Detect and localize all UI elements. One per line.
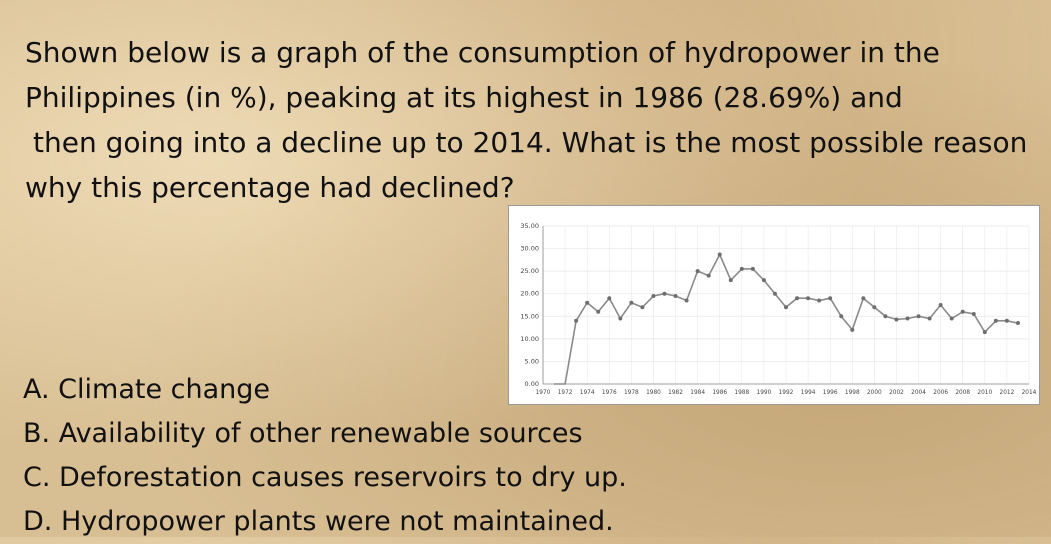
- x-tick-label: 1996: [823, 390, 838, 396]
- x-tick-label: 1998: [845, 390, 860, 396]
- data-point: [960, 309, 965, 314]
- x-tick-label: 2010: [977, 390, 992, 396]
- data-point: [894, 317, 899, 322]
- data-point: [640, 305, 645, 310]
- data-point: [1004, 318, 1009, 323]
- x-tick-label: 1970: [536, 390, 551, 396]
- y-tick-label: 20.00: [520, 290, 539, 298]
- question-line: Philippines (in %), peaking at its highe…: [25, 81, 903, 114]
- question-line: Shown below is a graph of the consumptio…: [25, 36, 940, 69]
- data-point: [993, 318, 998, 323]
- x-tick-label: 1972: [558, 390, 573, 396]
- data-point: [772, 291, 777, 296]
- x-tick-label: 1974: [580, 390, 595, 396]
- data-point: [607, 296, 612, 301]
- data-point: [927, 316, 932, 321]
- data-point: [982, 330, 987, 335]
- data-point: [850, 327, 855, 332]
- x-tick-label: 1992: [779, 390, 794, 396]
- data-point: [817, 298, 822, 303]
- data-point: [585, 300, 590, 305]
- x-tick-label: 1986: [712, 390, 727, 396]
- x-tick-label: 2014: [1022, 390, 1037, 396]
- data-point: [795, 296, 800, 301]
- y-tick-label: 30.00: [520, 245, 539, 253]
- data-point: [861, 296, 866, 301]
- data-point: [618, 316, 623, 321]
- x-tick-label: 1990: [757, 390, 772, 396]
- x-tick-label: 1980: [646, 390, 661, 396]
- data-point: [916, 314, 921, 319]
- x-tick-label: 2002: [889, 390, 904, 396]
- x-tick-label: 1994: [801, 390, 816, 396]
- x-tick-label: 2012: [1000, 390, 1015, 396]
- data-point: [883, 314, 888, 319]
- option-b[interactable]: B. Availability of other renewable sourc…: [23, 418, 583, 449]
- data-point: [905, 316, 910, 321]
- y-tick-label: 15.00: [520, 312, 539, 320]
- data-point: [717, 252, 722, 257]
- option-d[interactable]: D. Hydropower plants were not maintained…: [23, 506, 614, 537]
- data-point: [673, 293, 678, 298]
- data-point: [872, 305, 877, 310]
- question-text: Shown below is a graph of the consumptio…: [25, 30, 1035, 210]
- question-line: why this percentage had declined?: [25, 171, 515, 204]
- x-tick-label: 2004: [911, 390, 926, 396]
- x-tick-label: 2000: [867, 390, 882, 396]
- x-tick-label: 1982: [668, 390, 683, 396]
- x-tick-label: 1988: [734, 390, 749, 396]
- data-point: [750, 266, 755, 271]
- x-tick-label: 1978: [624, 390, 639, 396]
- data-point: [971, 312, 976, 317]
- data-point: [806, 296, 811, 301]
- data-point: [949, 316, 954, 321]
- x-tick-label: 2008: [955, 390, 970, 396]
- y-tick-label: 25.00: [520, 267, 539, 275]
- data-point: [662, 291, 667, 296]
- data-point: [761, 278, 766, 283]
- question-line: then going into a decline up to 2014. Wh…: [33, 126, 1028, 159]
- option-c[interactable]: C. Deforestation causes reservoirs to dr…: [23, 462, 627, 493]
- x-tick-label: 1976: [602, 390, 617, 396]
- data-point: [574, 318, 579, 323]
- y-tick-label: 35.00: [520, 222, 539, 230]
- data-point: [728, 278, 733, 283]
- data-point: [651, 293, 656, 298]
- data-point: [839, 314, 844, 319]
- hydropower-chart: 0.00 5.00 10.00 15.00 20.00 25.00 30.00 35.00 19…: [508, 205, 1040, 405]
- chart-canvas: 0.00 5.00 10.00 15.00 20.00 25.00 30.00 35.00 19…: [520, 222, 1037, 396]
- y-tick-label: 5.00: [525, 357, 539, 365]
- data-point: [739, 266, 744, 271]
- data-point: [706, 273, 711, 278]
- x-tick-label: 2006: [933, 390, 948, 396]
- option-a[interactable]: A. Climate change: [23, 374, 271, 405]
- data-point: [596, 309, 601, 314]
- data-point: [695, 269, 700, 274]
- data-point: [784, 305, 788, 310]
- x-tick-label: 1984: [690, 390, 705, 396]
- data-point: [1015, 321, 1020, 326]
- y-tick-label: 0.00: [525, 380, 539, 388]
- y-tick-label: 10.00: [520, 335, 539, 343]
- data-point: [938, 303, 943, 307]
- data-point: [629, 300, 634, 305]
- data-point: [828, 296, 833, 301]
- answer-options: A. Climate change B. Availability of oth…: [23, 368, 627, 544]
- data-point: [684, 298, 689, 303]
